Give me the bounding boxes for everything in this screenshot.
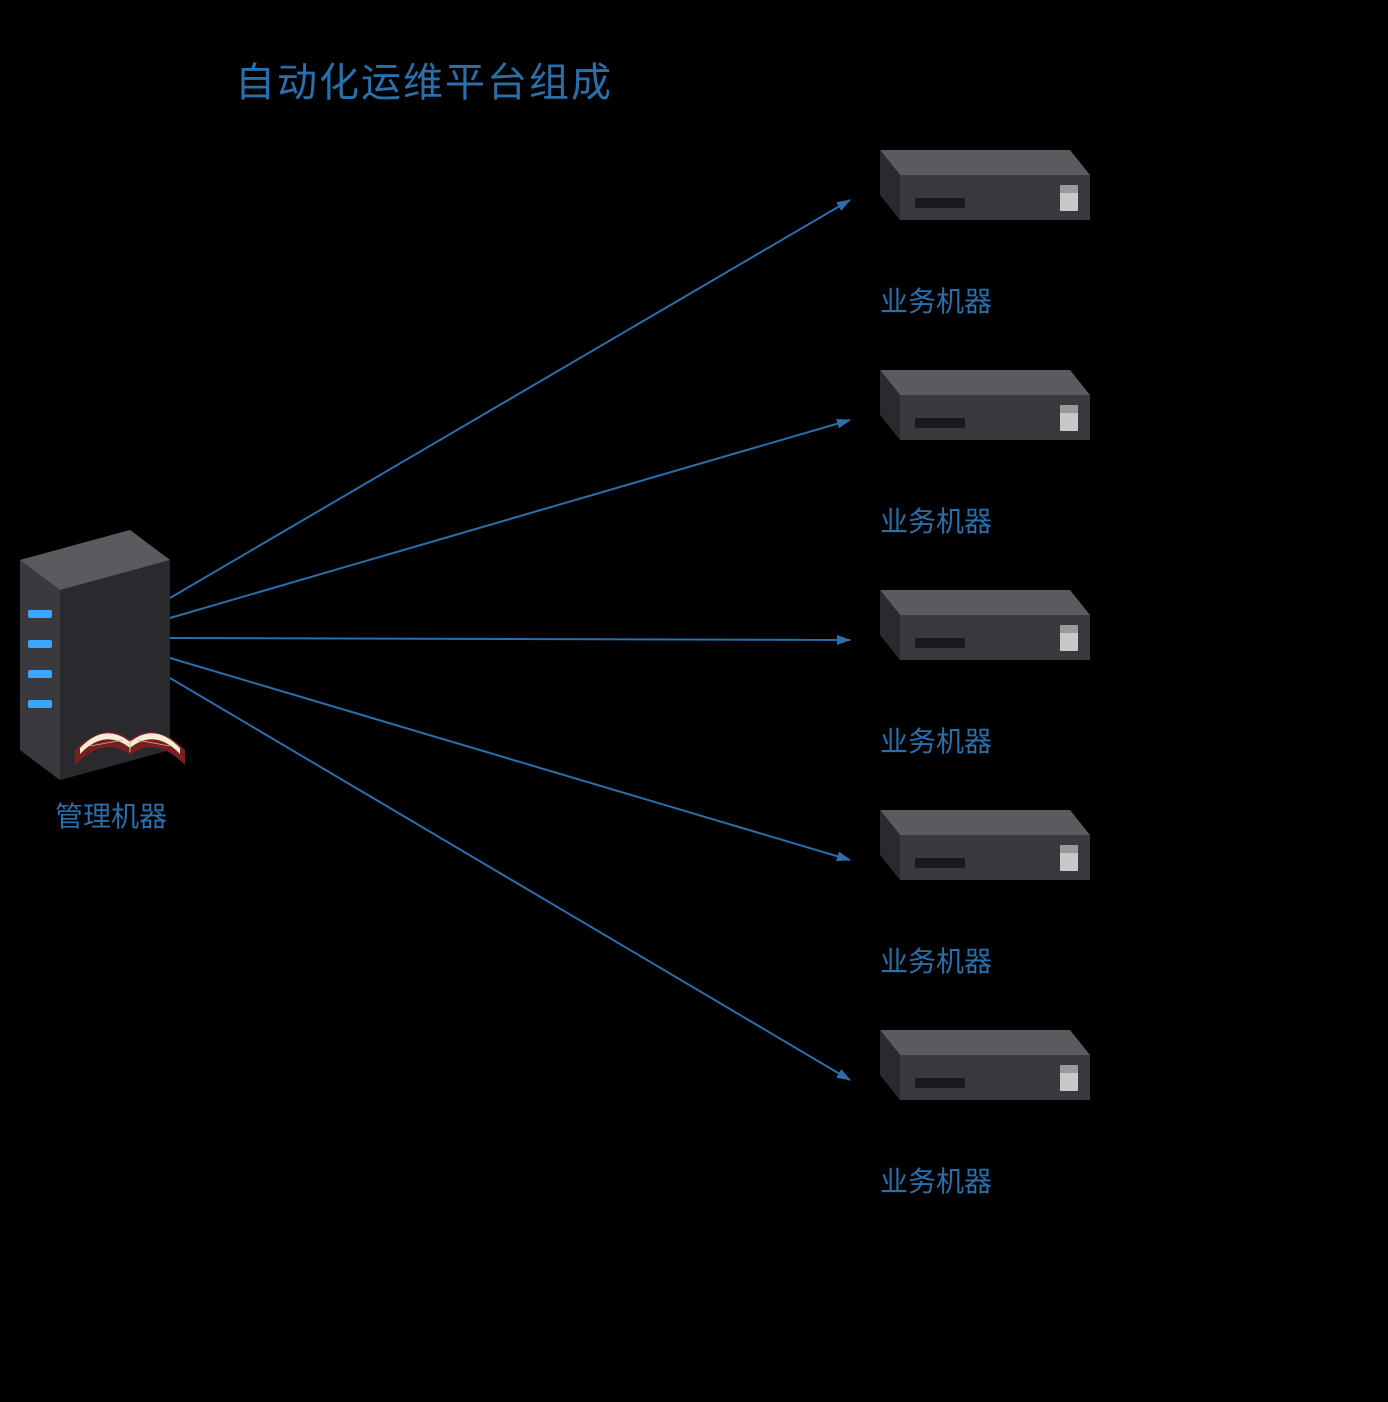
worker-label: 业务机器 — [880, 280, 992, 320]
worker-label: 业务机器 — [880, 940, 992, 980]
worker-label: 业务机器 — [880, 1160, 992, 1200]
worker-server-icon — [880, 590, 1090, 660]
arrows — [170, 200, 850, 1080]
worker-server-icon — [880, 150, 1090, 220]
worker-label: 业务机器 — [880, 500, 992, 540]
worker-label: 业务机器 — [880, 720, 992, 760]
worker-server-icon — [880, 370, 1090, 440]
manager-label: 管理机器 — [55, 795, 167, 835]
book-icon — [75, 732, 185, 765]
diagram-canvas: 自动化运维平台组成 — [0, 0, 1388, 1402]
worker-server-icon — [880, 1030, 1090, 1100]
manager-server-icon — [20, 530, 170, 780]
worker-server-icon — [880, 810, 1090, 880]
connections-layer — [0, 0, 1388, 1402]
diagram-title: 自动化运维平台组成 — [235, 50, 613, 108]
